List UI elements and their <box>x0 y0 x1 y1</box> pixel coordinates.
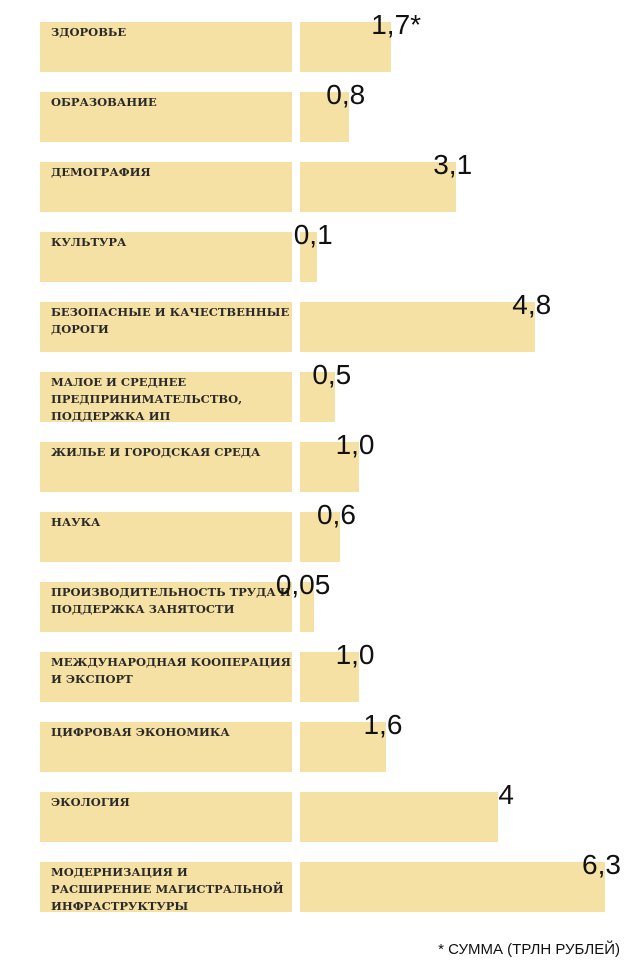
footnote: * СУММА (ТРЛН РУБЛЕЙ) <box>438 941 620 958</box>
bar <box>300 442 359 492</box>
category-label-box: ПРОИЗВОДИТЕЛЬНОСТЬ ТРУДА И ПОДДЕРЖКА ЗАН… <box>40 582 292 632</box>
category-label: НАУКА <box>51 515 101 529</box>
chart-row: ПРОИЗВОДИТЕЛЬНОСТЬ ТРУДА И ПОДДЕРЖКА ЗАН… <box>40 569 640 632</box>
value-label: 0,1 <box>293 219 333 250</box>
bar <box>300 862 605 912</box>
category-label: ДЕМОГРАФИЯ <box>51 165 151 179</box>
category-label-box: МАЛОЕ И СРЕДНЕЕ ПРЕДПРИНИМАТЕЛЬСТВО, ПОД… <box>40 372 292 423</box>
category-label: ЦИФРОВАЯ ЭКОНОМИКА <box>51 725 230 739</box>
value-label: 4,8 <box>512 289 552 320</box>
chart-row: КУЛЬТУРА 0,1 <box>40 219 640 282</box>
bar <box>300 582 315 632</box>
chart-row: БЕЗОПАСНЫЕ И КАЧЕСТВЕННЫЕ ДОРОГИ 4,8 <box>40 289 640 352</box>
bar <box>300 22 392 72</box>
bar <box>300 792 498 842</box>
chart-row: МЕЖДУНАРОДНАЯ КООПЕРАЦИЯ И ЭКСПОРТ 1,0 <box>40 639 640 702</box>
value-label: 4 <box>498 779 514 810</box>
bar <box>300 162 457 212</box>
chart-row: МАЛОЕ И СРЕДНЕЕ ПРЕДПРИНИМАТЕЛЬСТВО, ПОД… <box>40 359 640 423</box>
category-label: КУЛЬТУРА <box>51 235 127 249</box>
category-label-box: ДЕМОГРАФИЯ <box>40 162 292 212</box>
category-label: МЕЖДУНАРОДНАЯ КООПЕРАЦИЯ И ЭКСПОРТ <box>51 655 291 686</box>
bar <box>300 232 317 282</box>
category-label-box: ОБРАЗОВАНИЕ <box>40 92 292 142</box>
category-label: ЭКОЛОГИЯ <box>51 795 130 809</box>
value-label: 1,0 <box>335 429 375 460</box>
chart-row: ЦИФРОВАЯ ЭКОНОМИКА 1,6 <box>40 709 640 772</box>
bar <box>300 92 350 142</box>
category-label: МОДЕРНИЗАЦИЯ И РАСШИРЕНИЕ МАГИСТРАЛЬНОЙ … <box>51 865 284 913</box>
category-label-box: ЦИФРОВАЯ ЭКОНОМИКА <box>40 722 292 772</box>
value-label: 1,6 <box>363 709 403 740</box>
value-label: 1,0 <box>335 639 375 670</box>
bar <box>300 652 359 702</box>
bar <box>300 372 336 422</box>
category-label: ПРОИЗВОДИТЕЛЬНОСТЬ ТРУДА И ПОДДЕРЖКА ЗАН… <box>51 585 291 616</box>
bar <box>300 302 536 352</box>
category-label-box: ЖИЛЬЕ И ГОРОДСКАЯ СРЕДА <box>40 442 292 492</box>
chart-row: ДЕМОГРАФИЯ 3,1 <box>40 149 640 212</box>
category-label-box: МЕЖДУНАРОДНАЯ КООПЕРАЦИЯ И ЭКСПОРТ <box>40 652 292 702</box>
category-label: ЗДОРОВЬЕ <box>51 25 127 39</box>
chart-row: ЖИЛЬЕ И ГОРОДСКАЯ СРЕДА 1,0 <box>40 429 640 492</box>
value-label: 6,3 <box>582 849 621 880</box>
category-label: ОБРАЗОВАНИЕ <box>51 95 157 109</box>
chart-row: МОДЕРНИЗАЦИЯ И РАСШИРЕНИЕ МАГИСТРАЛЬНОЙ … <box>40 849 640 913</box>
chart-row: НАУКА 0,6 <box>40 499 640 562</box>
category-label-box: КУЛЬТУРА <box>40 232 292 282</box>
bar <box>300 722 387 772</box>
value-label: 0,6 <box>316 499 356 530</box>
value-label: 0,05 <box>275 569 331 600</box>
value-label: 1,7* <box>371 9 422 40</box>
category-label-box: НАУКА <box>40 512 292 562</box>
category-label-box: МОДЕРНИЗАЦИЯ И РАСШИРЕНИЕ МАГИСТРАЛЬНОЙ … <box>40 862 292 913</box>
category-label-box: ЭКОЛОГИЯ <box>40 792 292 842</box>
chart-row: ЭКОЛОГИЯ 4 <box>40 779 640 842</box>
value-label: 3,1 <box>433 149 473 180</box>
category-label-box: БЕЗОПАСНЫЕ И КАЧЕСТВЕННЫЕ ДОРОГИ <box>40 302 292 352</box>
chart-row: ОБРАЗОВАНИЕ 0,8 <box>40 79 640 142</box>
category-label-box: ЗДОРОВЬЕ <box>40 22 292 72</box>
category-label: БЕЗОПАСНЫЕ И КАЧЕСТВЕННЫЕ ДОРОГИ <box>51 305 290 336</box>
category-label: МАЛОЕ И СРЕДНЕЕ ПРЕДПРИНИМАТЕЛЬСТВО, ПОД… <box>51 375 243 423</box>
chart-row: ЗДОРОВЬЕ 1,7* <box>40 9 640 72</box>
bar <box>300 512 340 562</box>
value-label: 0,8 <box>326 79 366 110</box>
category-label: ЖИЛЬЕ И ГОРОДСКАЯ СРЕДА <box>51 445 261 459</box>
value-label: 0,5 <box>312 359 352 390</box>
